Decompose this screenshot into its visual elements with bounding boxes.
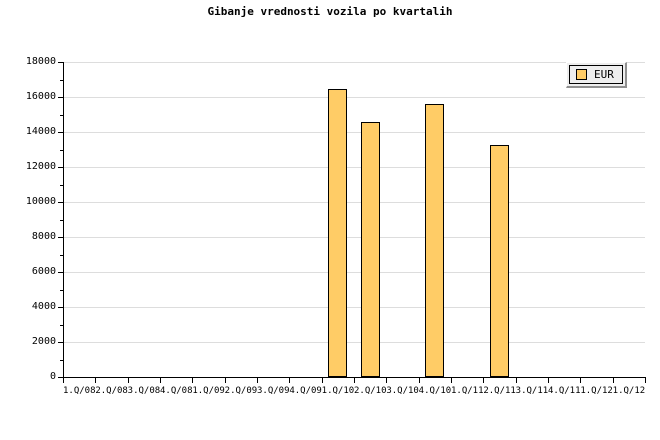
x-axis-label: 2.Q/11 bbox=[483, 386, 516, 396]
x-axis-label: 1.Q/10 bbox=[321, 386, 355, 396]
x-axis-tick bbox=[418, 377, 420, 383]
y-axis-minor-tick bbox=[60, 149, 64, 151]
y-axis-minor-tick bbox=[60, 359, 64, 361]
y-axis-tick bbox=[58, 307, 64, 308]
y-axis-tick bbox=[58, 202, 64, 203]
y-axis-label: 18000 bbox=[25, 56, 56, 67]
x-axis-tick bbox=[192, 377, 194, 383]
y-axis-label: 0 bbox=[49, 371, 56, 382]
x-axis-tick bbox=[95, 377, 97, 383]
x-axis-tick bbox=[515, 377, 517, 383]
x-axis-label: 4.Q/11 bbox=[548, 386, 581, 396]
x-axis-tick bbox=[580, 377, 582, 383]
x-axis-label: 1.Q/08 bbox=[63, 386, 96, 396]
x-axis-tick bbox=[645, 377, 646, 383]
gridline bbox=[63, 202, 645, 203]
gridline bbox=[63, 342, 645, 343]
y-axis-minor-tick bbox=[60, 184, 64, 186]
y-axis-minor-tick bbox=[60, 324, 64, 326]
x-axis-label: 1.Q/12 bbox=[580, 386, 613, 396]
x-axis-tick bbox=[321, 377, 323, 383]
y-axis-label: 8000 bbox=[31, 231, 56, 242]
x-axis-label: 2.Q/09 bbox=[224, 386, 258, 396]
y-axis-minor-tick bbox=[60, 289, 64, 291]
bar[interactable] bbox=[360, 122, 380, 377]
x-axis-tick bbox=[257, 377, 258, 383]
x-axis-label: 1.Q/12 bbox=[612, 386, 646, 396]
bar[interactable] bbox=[425, 104, 445, 377]
legend-inner: EUR bbox=[569, 65, 623, 84]
x-axis-tick bbox=[354, 377, 355, 383]
gridline bbox=[63, 237, 645, 238]
y-axis-tick bbox=[58, 377, 64, 378]
x-axis-tick bbox=[451, 377, 452, 383]
x-axis-label: 1.Q/09 bbox=[192, 386, 225, 396]
legend-label-eur: EUR bbox=[594, 68, 614, 81]
plot-area bbox=[63, 62, 645, 378]
gridline bbox=[63, 62, 645, 63]
chart-title: Gibanje vrednosti vozila po kvartalih bbox=[207, 5, 453, 18]
x-axis-tick bbox=[612, 377, 614, 383]
y-axis-label: 6000 bbox=[31, 266, 56, 277]
y-axis-tick bbox=[58, 272, 64, 273]
y-axis-tick bbox=[58, 237, 64, 238]
x-axis-label: 2.Q/10 bbox=[354, 386, 387, 396]
y-axis-minor-tick bbox=[60, 114, 64, 116]
y-axis-labels: 0 2000 4000 6000 8000 10000 12000 14000 16000 180… bbox=[0, 0, 56, 440]
bar[interactable] bbox=[328, 89, 348, 377]
x-axis-tick bbox=[127, 377, 129, 383]
x-axis-tick bbox=[386, 377, 388, 383]
y-axis-label: 12000 bbox=[25, 161, 56, 172]
x-axis-label: 2.Q/08 bbox=[95, 386, 128, 396]
y-axis-minor-tick bbox=[60, 219, 64, 221]
y-axis-label: 16000 bbox=[25, 91, 56, 102]
y-axis-tick bbox=[58, 97, 64, 98]
gridline bbox=[63, 132, 645, 133]
x-axis-tick bbox=[160, 377, 161, 383]
x-axis-label: 3.Q/08 bbox=[127, 386, 161, 396]
legend-swatch-eur bbox=[576, 69, 587, 80]
y-axis-minor-tick bbox=[60, 79, 64, 81]
x-axis-label: 4.Q/09 bbox=[289, 386, 322, 396]
x-axis-tick bbox=[548, 377, 549, 383]
y-axis-label: 14000 bbox=[25, 126, 56, 137]
legend[interactable]: EUR bbox=[566, 62, 627, 88]
gridline bbox=[63, 167, 645, 168]
y-axis-tick bbox=[58, 132, 64, 133]
x-axis-label: 4.Q/08 bbox=[160, 386, 193, 396]
x-axis-label: 3.Q/09 bbox=[257, 386, 290, 396]
x-axis-label: 3.Q/11 bbox=[515, 386, 549, 396]
gridline bbox=[63, 97, 645, 98]
y-axis-tick bbox=[58, 342, 64, 343]
y-axis-label: 2000 bbox=[31, 336, 56, 347]
x-axis-tick bbox=[289, 377, 291, 383]
y-axis-label: 4000 bbox=[31, 301, 56, 312]
x-axis-tick bbox=[63, 377, 64, 383]
x-axis-label: 1.Q/11 bbox=[451, 386, 484, 396]
x-axis-tick bbox=[224, 377, 226, 383]
y-axis-tick bbox=[58, 167, 64, 168]
x-axis-label: 4.Q/10 bbox=[418, 386, 452, 396]
x-axis-label: 3.Q/10 bbox=[386, 386, 419, 396]
y-axis-tick bbox=[58, 62, 64, 63]
y-axis-minor-tick bbox=[60, 254, 64, 256]
gridline bbox=[63, 307, 645, 308]
x-axis-tick bbox=[483, 377, 485, 383]
gridline bbox=[63, 272, 645, 273]
y-axis-label: 10000 bbox=[25, 196, 56, 207]
bar[interactable] bbox=[490, 145, 509, 377]
